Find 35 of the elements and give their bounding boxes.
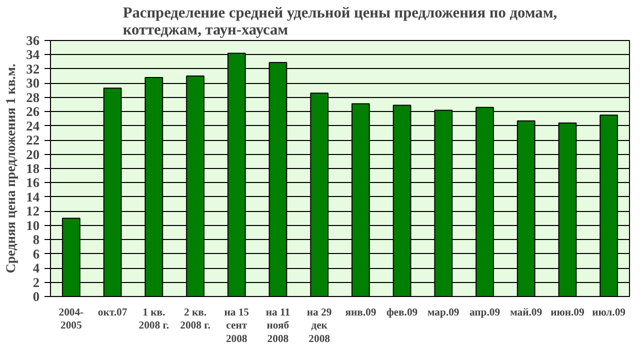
- y-tick-label: 2: [32, 274, 40, 290]
- x-tick-label: окт.07: [98, 308, 128, 318]
- x-tick-label: 2 кв. 2008 г.: [180, 308, 211, 332]
- y-tick-label: 24: [26, 118, 40, 134]
- y-tick-label: 14: [26, 189, 40, 204]
- y-tick-label: 8: [32, 232, 40, 248]
- x-tick-label: 2004- 2005: [58, 308, 84, 332]
- x-tick-label: на 15 сент 2008: [224, 308, 250, 345]
- y-tick-label: 32: [26, 61, 40, 76]
- y-tick-label: 26: [26, 104, 40, 120]
- y-tick-label: 22: [26, 132, 40, 148]
- x-tick-label: на 11 нояб 2008: [266, 308, 290, 345]
- y-tick-label: 10: [26, 218, 40, 233]
- y-tick-label: 20: [26, 146, 40, 162]
- x-tick-label: апр.09: [469, 308, 500, 318]
- x-tick-label: мар.09: [428, 308, 460, 318]
- y-tick-label: 18: [26, 161, 40, 176]
- y-tick-label: 28: [26, 90, 40, 105]
- x-tick-label: июн.09: [550, 308, 584, 318]
- y-tick-label: 4: [32, 260, 40, 276]
- y-tick-label: 36: [26, 33, 40, 48]
- chart-title: Распределение средней удельной цены предложения по домам, коттеджам, таун-хаусам: [122, 4, 558, 38]
- x-tick-label: 1 кв. 2008 г.: [138, 308, 170, 332]
- x-tick-label: на 29 дек 2008: [306, 308, 332, 345]
- y-axis-title: Средняя цена предложения 1 кв.м.: [3, 64, 18, 274]
- y-tick-label: 16: [26, 175, 40, 190]
- y-tick-label: 30: [26, 76, 40, 91]
- x-tick-label: май.09: [510, 308, 542, 318]
- y-tick-label: 6: [32, 246, 40, 262]
- y-tick-label: 0: [32, 289, 40, 304]
- x-tick-label: фев.09: [386, 308, 418, 318]
- x-tick-label: июл.09: [592, 308, 626, 318]
- y-tick-label: 12: [26, 204, 40, 219]
- x-tick-label: янв.09: [345, 308, 376, 318]
- y-tick-label: 34: [26, 47, 40, 62]
